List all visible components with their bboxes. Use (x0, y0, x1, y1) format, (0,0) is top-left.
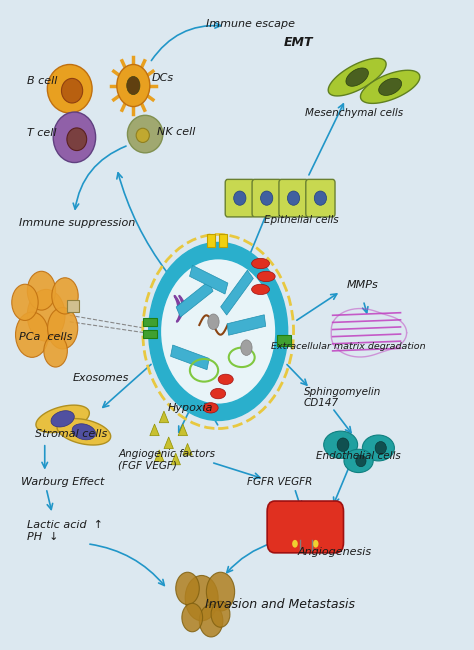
Circle shape (206, 572, 235, 611)
Circle shape (211, 601, 230, 627)
Polygon shape (328, 58, 386, 96)
FancyBboxPatch shape (252, 179, 281, 217)
Polygon shape (72, 424, 96, 440)
Polygon shape (379, 78, 401, 96)
Text: Extracellular matrix degradation: Extracellular matrix degradation (271, 342, 426, 351)
Ellipse shape (356, 455, 366, 467)
Text: Warburg Effect: Warburg Effect (21, 476, 105, 487)
Ellipse shape (324, 431, 357, 458)
Text: Epithelial cells: Epithelial cells (264, 215, 339, 225)
Ellipse shape (344, 449, 373, 473)
Text: NK cell: NK cell (157, 127, 195, 137)
Text: Angiogenesis: Angiogenesis (297, 547, 372, 556)
Circle shape (313, 540, 319, 548)
Ellipse shape (62, 79, 82, 103)
Ellipse shape (261, 191, 273, 205)
Ellipse shape (117, 64, 150, 107)
Circle shape (27, 289, 65, 341)
Ellipse shape (257, 271, 275, 281)
Ellipse shape (287, 191, 300, 205)
Text: MMPs: MMPs (346, 280, 378, 290)
Text: Endothelial cells: Endothelial cells (316, 450, 401, 461)
Circle shape (44, 335, 67, 367)
Text: Stromal cells: Stromal cells (36, 429, 108, 439)
Text: Sphingomyelin
CD147: Sphingomyelin CD147 (304, 387, 381, 408)
Ellipse shape (53, 112, 96, 162)
Polygon shape (207, 235, 215, 248)
Circle shape (176, 572, 199, 604)
Circle shape (185, 575, 218, 621)
FancyBboxPatch shape (267, 501, 344, 552)
Ellipse shape (160, 259, 276, 404)
Text: B cell: B cell (27, 76, 58, 86)
Polygon shape (143, 330, 157, 338)
Text: DCs: DCs (151, 73, 173, 83)
Polygon shape (277, 335, 291, 346)
FancyBboxPatch shape (279, 179, 308, 217)
Ellipse shape (47, 64, 92, 113)
Text: Invasion and Metastasis: Invasion and Metastasis (205, 598, 355, 611)
Polygon shape (143, 318, 157, 326)
Ellipse shape (234, 191, 246, 205)
Polygon shape (227, 315, 266, 335)
Polygon shape (51, 411, 74, 427)
Text: Exosomes: Exosomes (73, 373, 129, 383)
Ellipse shape (252, 284, 270, 294)
Polygon shape (221, 270, 253, 315)
Ellipse shape (67, 128, 87, 151)
Polygon shape (171, 453, 181, 465)
Polygon shape (164, 437, 173, 448)
Polygon shape (178, 424, 188, 436)
Text: PCa  cells: PCa cells (19, 332, 73, 342)
Circle shape (199, 604, 223, 637)
Ellipse shape (128, 115, 163, 153)
Text: Immune suppression: Immune suppression (19, 218, 136, 228)
Polygon shape (171, 345, 209, 370)
Ellipse shape (149, 242, 288, 421)
Ellipse shape (314, 191, 327, 205)
Text: Lactic acid  ↑
PH  ↓: Lactic acid ↑ PH ↓ (27, 520, 103, 541)
Circle shape (208, 314, 219, 330)
Polygon shape (155, 450, 164, 461)
Circle shape (241, 340, 252, 356)
Circle shape (52, 278, 78, 314)
Ellipse shape (252, 258, 270, 268)
Circle shape (47, 307, 78, 349)
Ellipse shape (362, 435, 394, 461)
Text: Hypoxia: Hypoxia (167, 403, 213, 413)
Text: Angiogenic factors
(FGF VEGF): Angiogenic factors (FGF VEGF) (118, 448, 215, 471)
Polygon shape (159, 411, 169, 422)
Text: EMT: EMT (284, 36, 314, 49)
Circle shape (27, 271, 55, 310)
Ellipse shape (337, 438, 349, 452)
Polygon shape (57, 419, 111, 445)
Polygon shape (176, 281, 213, 317)
Circle shape (127, 77, 140, 95)
Ellipse shape (375, 441, 386, 454)
Polygon shape (360, 70, 420, 103)
Polygon shape (36, 405, 89, 432)
Circle shape (182, 603, 202, 632)
Polygon shape (150, 424, 159, 436)
Polygon shape (219, 235, 227, 248)
Circle shape (292, 540, 298, 548)
Ellipse shape (203, 402, 218, 413)
FancyBboxPatch shape (225, 179, 255, 217)
Polygon shape (183, 443, 192, 455)
Text: FGFR VEGFR: FGFR VEGFR (247, 476, 313, 487)
Ellipse shape (136, 128, 149, 142)
Ellipse shape (218, 374, 233, 385)
FancyBboxPatch shape (306, 179, 335, 217)
Bar (67, 300, 79, 312)
Circle shape (16, 312, 48, 358)
Circle shape (12, 284, 38, 320)
Polygon shape (190, 265, 228, 294)
Text: Mesenchymal cells: Mesenchymal cells (305, 108, 403, 118)
Polygon shape (346, 68, 368, 86)
Text: T cell: T cell (27, 128, 57, 138)
Ellipse shape (210, 389, 226, 399)
Text: Immune escape: Immune escape (206, 19, 295, 29)
